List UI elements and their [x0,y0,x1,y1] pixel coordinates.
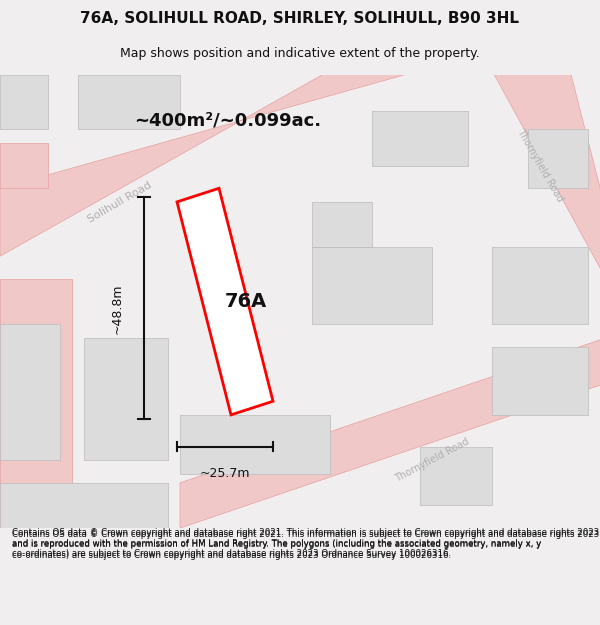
Text: ~25.7m: ~25.7m [200,468,250,480]
Polygon shape [492,247,588,324]
Polygon shape [0,482,168,528]
Text: ~400m²/~0.099ac.: ~400m²/~0.099ac. [134,111,322,129]
Text: Thornyfield Road: Thornyfield Road [393,436,471,484]
Polygon shape [0,71,420,256]
Text: Solihull Road: Solihull Road [86,179,154,224]
Polygon shape [528,129,588,188]
Polygon shape [312,202,372,247]
Polygon shape [0,75,48,129]
Polygon shape [177,188,273,415]
Polygon shape [180,415,330,474]
Polygon shape [84,338,168,460]
Polygon shape [180,338,600,528]
Polygon shape [492,347,588,415]
Text: Map shows position and indicative extent of the property.: Map shows position and indicative extent… [120,48,480,61]
Text: Contains OS data © Crown copyright and database right 2021. This information is : Contains OS data © Crown copyright and d… [12,530,599,560]
Text: 76A: 76A [225,292,267,311]
Polygon shape [372,111,468,166]
Polygon shape [312,247,432,324]
Text: 76A, SOLIHULL ROAD, SHIRLEY, SOLIHULL, B90 3HL: 76A, SOLIHULL ROAD, SHIRLEY, SOLIHULL, B… [80,11,520,26]
Polygon shape [492,71,600,279]
Polygon shape [420,446,492,506]
Text: Contains OS data © Crown copyright and database right 2021. This information is : Contains OS data © Crown copyright and d… [12,528,599,558]
Polygon shape [0,324,60,460]
Text: ~48.8m: ~48.8m [110,283,124,334]
Text: Thornyfield Road: Thornyfield Road [515,127,565,204]
Polygon shape [0,279,72,528]
Polygon shape [78,75,180,129]
Polygon shape [0,143,48,188]
